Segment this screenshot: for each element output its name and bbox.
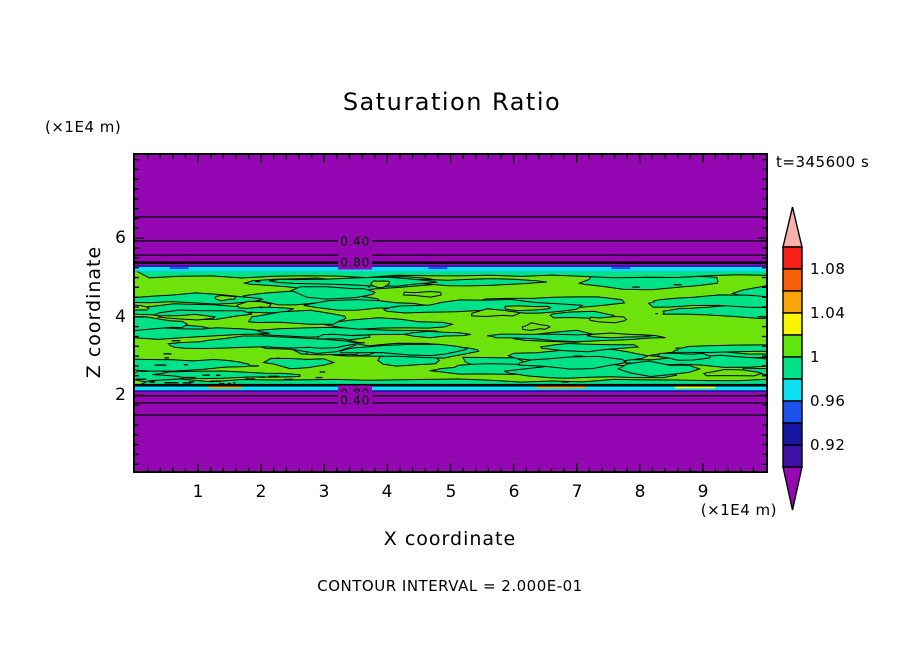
colorbar (781, 205, 804, 513)
x-tick-label: 1 (192, 482, 204, 502)
x-tick-label: 7 (571, 482, 583, 502)
chart-title: Saturation Ratio (342, 88, 562, 116)
contour-interval-note: CONTOUR INTERVAL = 2.000E-01 (317, 577, 583, 595)
y-tick-label: 2 (115, 385, 126, 405)
x-tick-label: 8 (634, 482, 646, 502)
colorbar-tick-label: 1.08 (810, 260, 846, 278)
y-tick-label: 6 (115, 228, 126, 248)
x-tick-label: 3 (318, 482, 330, 502)
x-axis-unit-label: (×1E4 m) (700, 501, 777, 519)
y-axis-unit-label: (×1E4 m) (45, 118, 122, 136)
x-tick-label: 5 (445, 482, 457, 502)
contour-label: 0.80 (338, 254, 372, 270)
x-tick-label: 2 (255, 482, 267, 502)
x-axis-title: X coordinate (383, 528, 517, 550)
colorbar-tick-label: 0.92 (810, 436, 846, 454)
y-tick-label: 4 (115, 307, 126, 327)
colorbar-tick-label: 1 (810, 348, 821, 366)
plot-field-svg (135, 155, 766, 471)
colorbar-tick-label: 0.96 (810, 392, 846, 410)
x-tick-label: 4 (381, 482, 393, 502)
colorbar-tick-label: 1.04 (810, 304, 846, 322)
y-axis-title: Z coordinate (83, 245, 105, 379)
x-tick-label: 6 (508, 482, 520, 502)
plot-area: 0.400.800.800.40 (133, 153, 768, 473)
x-tick-label: 9 (697, 482, 709, 502)
time-stamp: t=345600 s (776, 153, 870, 171)
contour-label: 0.40 (338, 233, 372, 249)
contour-label: 0.40 (338, 392, 372, 408)
